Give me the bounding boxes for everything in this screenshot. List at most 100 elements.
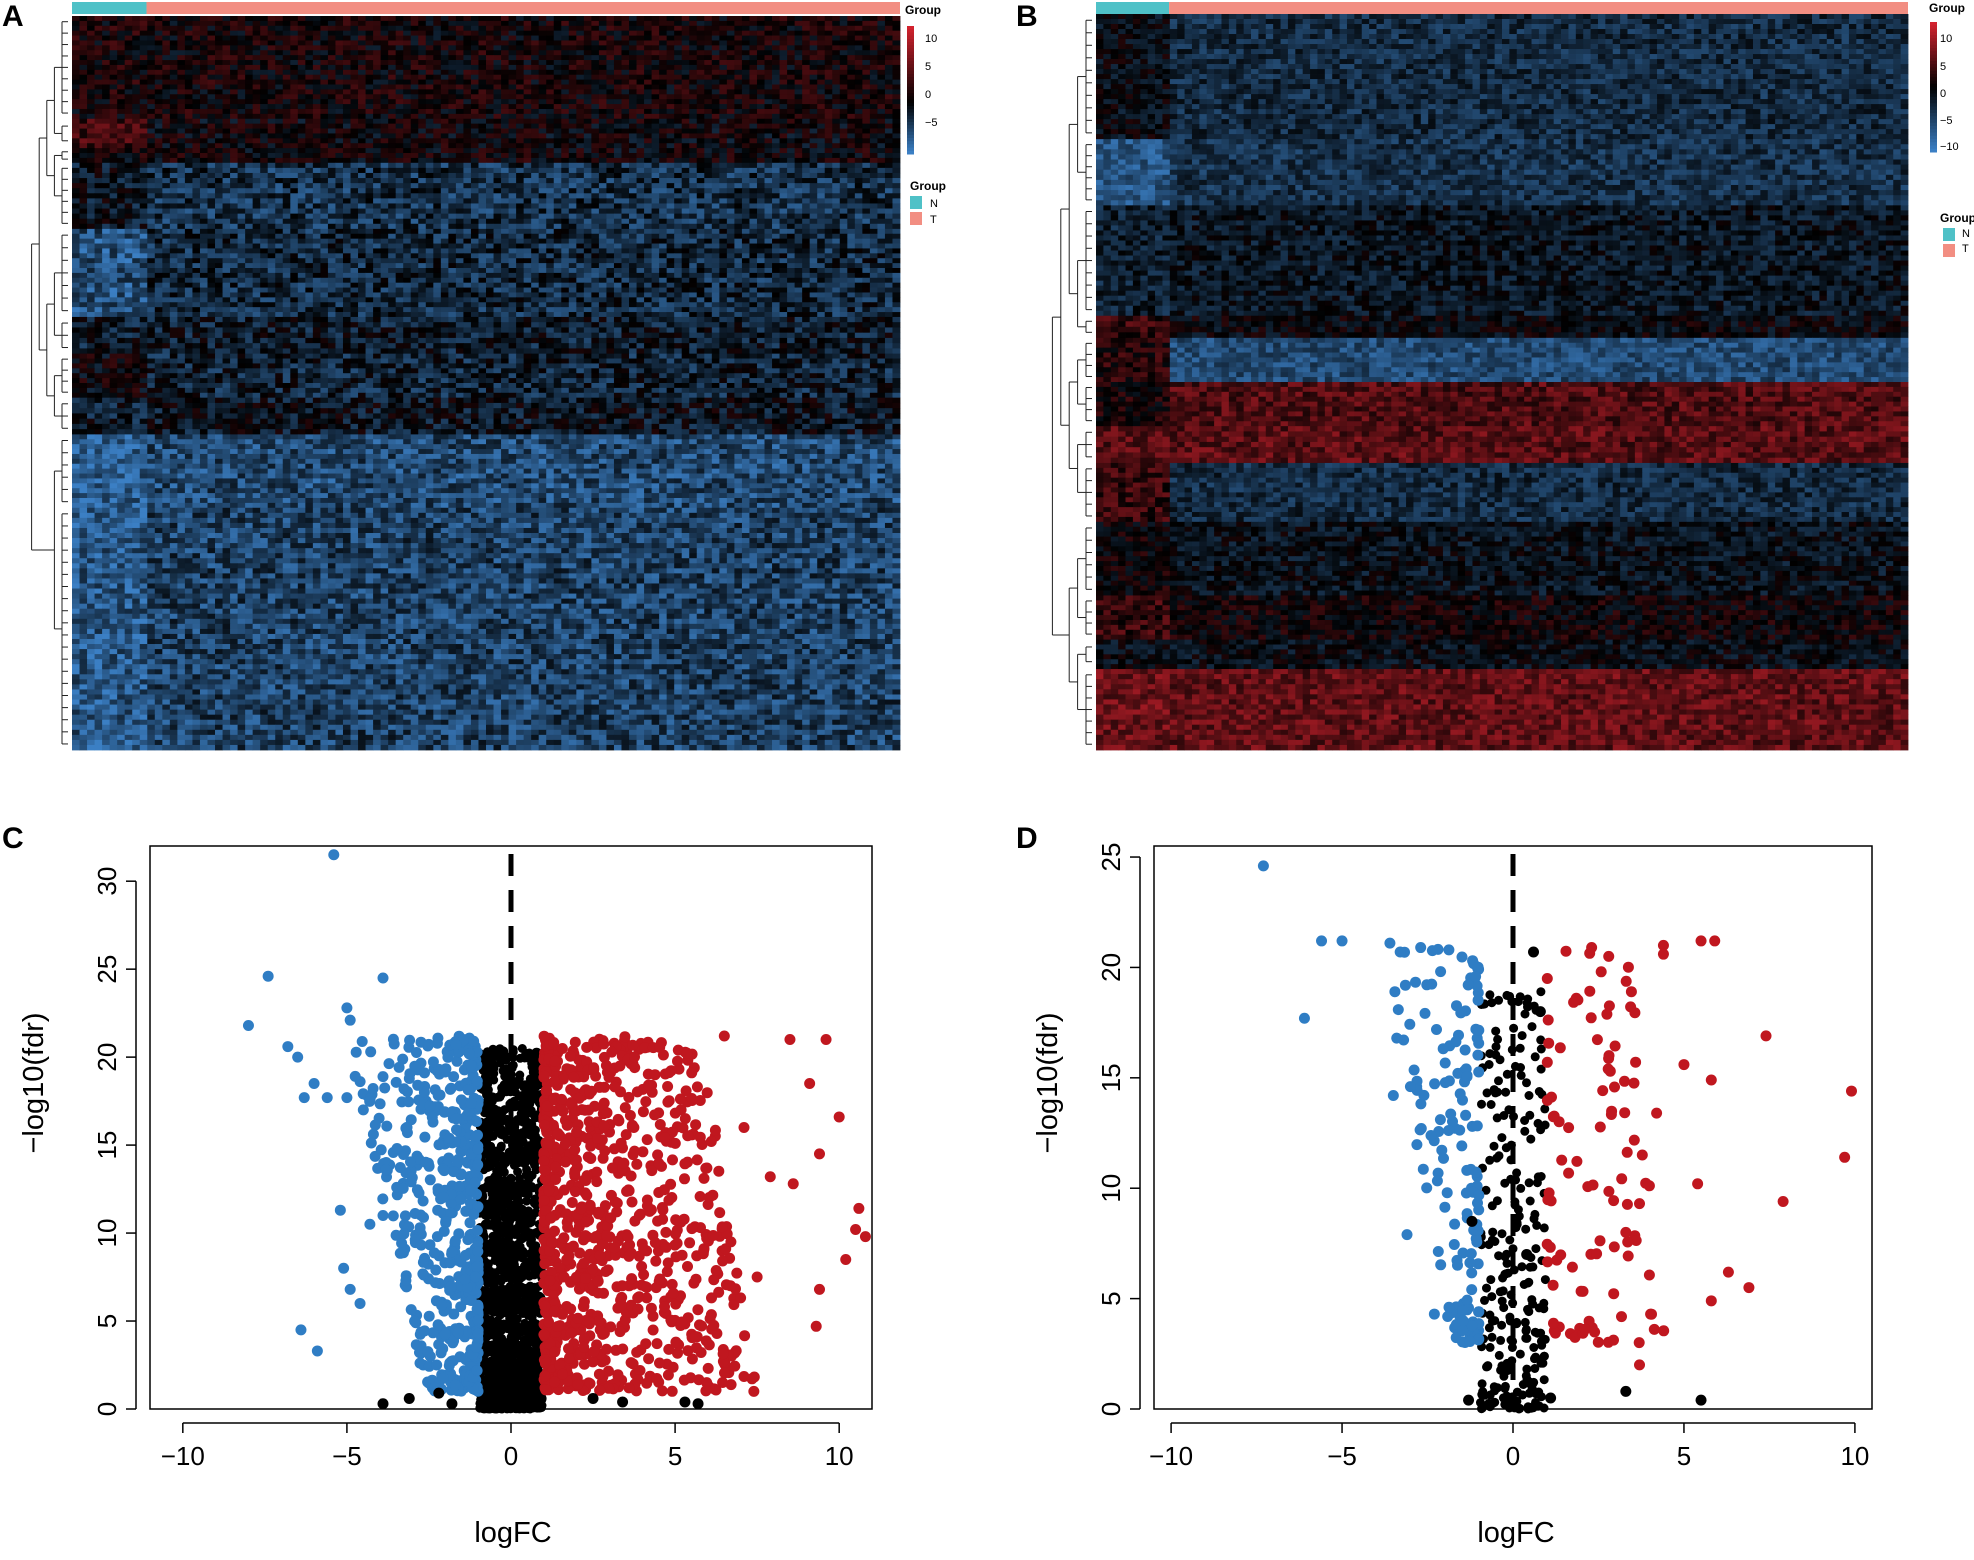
heatmap-a-annotation-title: Group bbox=[905, 3, 941, 17]
legend-swatch-t bbox=[910, 212, 922, 225]
heatmap-block-4 bbox=[72, 229, 900, 317]
point-down-1 bbox=[263, 971, 274, 982]
point-down-11 bbox=[1388, 1090, 1399, 1101]
point-up-8 bbox=[850, 1224, 861, 1235]
heatmap-block-6 bbox=[72, 354, 900, 398]
volcano-d-xlabel: logFC bbox=[1477, 1517, 1554, 1549]
point-ns-0 bbox=[1696, 1395, 1707, 1406]
y-tick-label: 25 bbox=[1096, 843, 1126, 872]
heatmap-a-legend-t: T bbox=[930, 214, 937, 226]
point-cloud bbox=[1389, 944, 1669, 1414]
x-tick-label: 0 bbox=[1506, 1441, 1520, 1471]
point-down-0 bbox=[328, 849, 339, 860]
point-up-12 bbox=[788, 1178, 799, 1189]
point-ns-3 bbox=[446, 1398, 457, 1409]
point-up-16 bbox=[748, 1386, 759, 1397]
point-down-2 bbox=[341, 1002, 352, 1013]
point-down-5 bbox=[1395, 946, 1406, 957]
point-up-11 bbox=[1651, 1108, 1662, 1119]
point-up-6 bbox=[1761, 1030, 1772, 1041]
heatmap-block-3 bbox=[1096, 316, 1908, 338]
point-down-8 bbox=[1429, 1309, 1440, 1320]
heatmap-a-colorbar-tick-10: 10 bbox=[925, 33, 937, 45]
point-up-9 bbox=[840, 1254, 851, 1265]
x-tick-label: −5 bbox=[332, 1441, 362, 1471]
annotation-bar-t bbox=[1169, 2, 1908, 14]
heatmap-block-4 bbox=[1096, 338, 1908, 383]
y-tick-label: 15 bbox=[1096, 1063, 1126, 1092]
point-up-12 bbox=[1692, 1178, 1703, 1189]
point-ns-0 bbox=[378, 1398, 389, 1409]
heatmap-a-legend-title: Group bbox=[910, 179, 946, 193]
y-tick-label: 20 bbox=[1096, 953, 1126, 982]
colorbar bbox=[907, 26, 914, 155]
point-up-5 bbox=[814, 1148, 825, 1159]
point-up-10 bbox=[814, 1284, 825, 1295]
point-down-11 bbox=[341, 1092, 352, 1103]
heatmap-block-8 bbox=[72, 434, 900, 508]
point-up-15 bbox=[1743, 1282, 1754, 1293]
point-ns-3 bbox=[1528, 946, 1539, 957]
point-up-13 bbox=[765, 1171, 776, 1182]
heatmap-block-2 bbox=[72, 148, 900, 163]
point-down-20 bbox=[345, 1284, 356, 1295]
point-up-7 bbox=[860, 1231, 871, 1242]
point-ns-4 bbox=[588, 1393, 599, 1404]
heatmap-a-colorbar-tick-m5: −5 bbox=[925, 117, 938, 129]
heatmap-a: Group 10 5 0 −5 Group N T bbox=[0, 0, 960, 760]
point-up-17 bbox=[1634, 1359, 1645, 1370]
heatmap-b-annotation-title: Group bbox=[1929, 1, 1965, 15]
heatmap-a-legend-n: N bbox=[930, 198, 938, 210]
point-up-0 bbox=[719, 1031, 730, 1042]
x-tick-label: −10 bbox=[161, 1441, 205, 1471]
point-up-18 bbox=[1620, 1227, 1631, 1238]
point-down-9 bbox=[299, 1092, 310, 1103]
point-down-19 bbox=[355, 1298, 366, 1309]
x-tick-label: 5 bbox=[1677, 1441, 1691, 1471]
point-up-0 bbox=[1696, 935, 1707, 946]
point-up-14 bbox=[1723, 1267, 1734, 1278]
point-up-9 bbox=[1706, 1075, 1717, 1086]
point-down-4 bbox=[1384, 938, 1395, 949]
point-ns-1 bbox=[404, 1393, 415, 1404]
point-up-1 bbox=[784, 1034, 795, 1045]
point-up-3 bbox=[804, 1078, 815, 1089]
heatmap-block-0 bbox=[72, 16, 900, 119]
point-down-10 bbox=[1405, 1081, 1416, 1092]
annotation-bar-t bbox=[147, 2, 900, 14]
heatmap-block-3 bbox=[72, 163, 900, 229]
y-tick-label: 20 bbox=[92, 1043, 122, 1072]
y-tick-label: 25 bbox=[92, 955, 122, 984]
point-down-0 bbox=[1258, 860, 1269, 871]
heatmap-block-5 bbox=[72, 317, 900, 354]
heatmap-block-7 bbox=[72, 398, 900, 435]
point-ns-2 bbox=[433, 1388, 444, 1399]
row-dendrogram bbox=[32, 22, 68, 744]
annotation-bar-n bbox=[1096, 2, 1169, 14]
x-tick-label: 10 bbox=[1840, 1441, 1869, 1471]
volcano-d-ylabel: −log10(fdr) bbox=[1032, 1012, 1064, 1153]
point-down-15 bbox=[335, 1205, 346, 1216]
point-up-6 bbox=[853, 1203, 864, 1214]
heatmap-a-colorbar-tick-5: 5 bbox=[925, 61, 931, 73]
y-tick-label: 0 bbox=[1096, 1402, 1126, 1416]
heatmap-b-canvas bbox=[1030, 0, 1974, 760]
point-up-11 bbox=[811, 1321, 822, 1332]
point-cloud bbox=[350, 1031, 760, 1414]
point-ns-2 bbox=[1463, 1395, 1474, 1406]
heatmap-block-1 bbox=[72, 119, 900, 149]
point-ns-5 bbox=[617, 1396, 628, 1407]
heatmap-block-2 bbox=[1096, 205, 1908, 316]
x-tick-label: 0 bbox=[504, 1441, 518, 1471]
y-tick-label: 30 bbox=[92, 867, 122, 896]
point-down-6 bbox=[282, 1041, 293, 1052]
legend-swatch-t bbox=[1943, 244, 1955, 257]
heatmap-a-colorbar-tick-0: 0 bbox=[925, 89, 931, 101]
